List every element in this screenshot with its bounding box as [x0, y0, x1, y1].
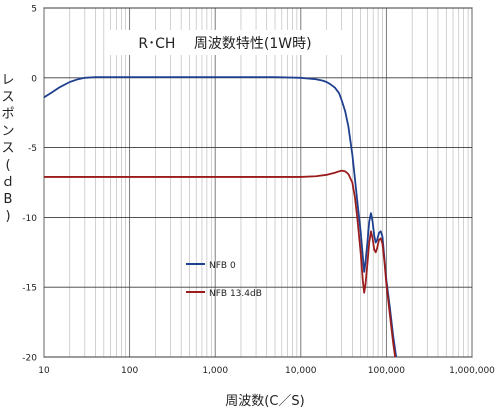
- y-tick-label: -10: [22, 214, 37, 224]
- plot-area: [43, 7, 473, 358]
- y-axis-label-char: ス: [1, 141, 15, 156]
- x-tick-label: 10,000: [285, 366, 317, 376]
- x-tick-label: 1,000: [202, 366, 228, 376]
- y-axis-label: レスポンス(ｄ B): [0, 72, 16, 225]
- y-axis-label-char: ポ: [1, 107, 15, 122]
- y-axis-label-char: レ: [1, 73, 15, 88]
- y-tick-label: 0: [31, 74, 37, 84]
- y-tick-label: 5: [31, 5, 37, 15]
- y-tick-labels: 5 0 -5 -10 -15 -20: [22, 5, 37, 364]
- minor-gridlines: [69, 8, 469, 357]
- y-axis-label-char: B: [3, 192, 13, 207]
- y-axis-label-char: ): [5, 209, 11, 224]
- y-axis-label-char: (: [5, 158, 11, 173]
- y-axis-label-char: ス: [1, 90, 15, 105]
- legend-label-nfb0: NFB 0: [209, 261, 236, 271]
- y-tick-label: -20: [22, 354, 37, 364]
- x-tick-label: 100,000: [368, 366, 405, 376]
- x-axis-label: 周波数(C／S): [225, 394, 304, 409]
- x-tick-label: 100: [121, 366, 138, 376]
- series-lines: [44, 76, 398, 357]
- series-line-nfb0: [44, 76, 398, 357]
- title-box: [105, 30, 345, 55]
- x-tick-labels: 10 100 1,000 10,000 100,000 1,000,000: [38, 366, 495, 376]
- x-tick-label: 10: [38, 366, 50, 376]
- x-tick-label: 1,000,000: [449, 366, 495, 376]
- y-tick-label: -5: [28, 144, 37, 154]
- chart-title: R･CH 周波数特性(1W時): [138, 36, 311, 52]
- legend: NFB 0 NFB 13.4dB: [186, 261, 262, 299]
- y-axis-label-char: ｄ: [1, 175, 15, 190]
- y-axis-label-char: ン: [1, 124, 15, 139]
- legend-label-nfb13: NFB 13.4dB: [209, 289, 262, 299]
- series-line-nfb13: [44, 169, 397, 357]
- y-tick-label: -15: [22, 284, 37, 294]
